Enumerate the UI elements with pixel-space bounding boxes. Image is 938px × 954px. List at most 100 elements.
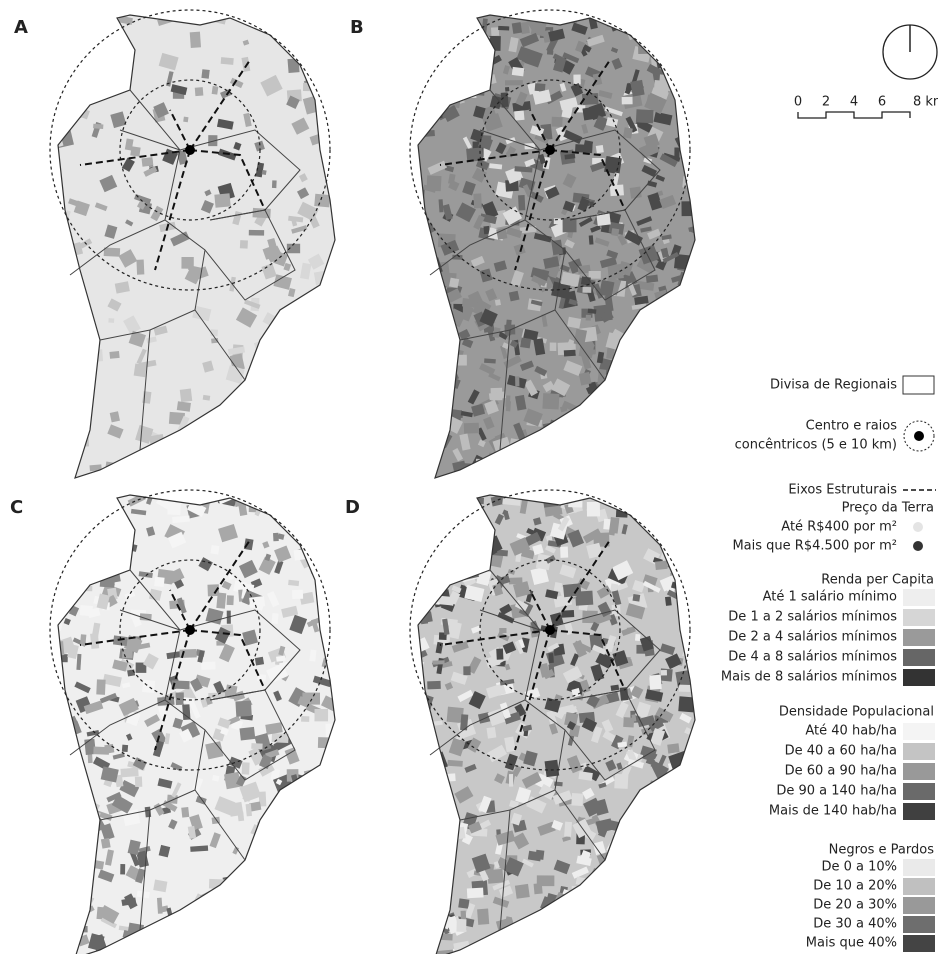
panel-label: C <box>10 497 23 518</box>
map-patch <box>394 273 403 281</box>
map-patch <box>557 933 563 946</box>
map-patch <box>259 359 276 369</box>
map-patch <box>638 30 649 45</box>
map-patch <box>447 760 463 767</box>
map-patch <box>618 441 625 449</box>
map-patch <box>613 468 629 480</box>
map-patch <box>395 439 411 451</box>
map-patch <box>576 433 583 442</box>
map-patch <box>339 607 352 619</box>
map-patch <box>662 539 674 544</box>
map-patch <box>395 552 408 567</box>
map-patch <box>648 850 665 867</box>
map-patch <box>681 847 703 867</box>
map-patch <box>332 22 348 39</box>
map-patch <box>394 590 411 605</box>
map-patch <box>38 489 46 496</box>
map-patch <box>677 371 687 383</box>
map-patch <box>493 476 506 493</box>
map-patch <box>678 292 689 305</box>
map-patch <box>314 709 328 721</box>
center <box>185 145 195 155</box>
map-patch <box>336 745 344 750</box>
map-patch <box>427 748 436 757</box>
map-patch <box>684 776 702 786</box>
map-fill <box>386 489 725 954</box>
map-patch <box>410 22 418 30</box>
map-patch <box>285 370 292 377</box>
map-patch <box>292 590 303 599</box>
map-patch <box>411 519 419 526</box>
map-patch <box>685 56 695 70</box>
map-patch <box>404 806 421 817</box>
map-patch <box>86 537 102 551</box>
map-patch <box>387 71 405 89</box>
map-patch <box>342 890 349 901</box>
map-patch <box>676 537 687 553</box>
map-patch <box>644 493 656 501</box>
map-patch <box>428 792 437 804</box>
map-panel <box>386 489 725 954</box>
map-patch <box>679 817 685 828</box>
map-patch <box>38 269 45 285</box>
map-patch <box>308 803 326 809</box>
legend-swatch <box>903 935 935 952</box>
map-patch <box>265 934 280 947</box>
map-patch <box>596 917 603 925</box>
map-patch <box>541 926 546 935</box>
map-patch <box>676 478 693 486</box>
map-patch <box>316 800 334 814</box>
map-patch <box>51 373 70 391</box>
map-patch <box>631 865 641 880</box>
map-patch <box>633 342 647 357</box>
map-patch <box>675 401 686 409</box>
map-patch <box>396 809 409 821</box>
map-patch <box>462 520 476 536</box>
map-patch <box>405 787 423 801</box>
map-patch <box>460 531 466 538</box>
map-patch <box>393 16 407 33</box>
map-patch <box>201 662 215 670</box>
map-patch <box>548 653 553 663</box>
map-patch <box>232 417 243 430</box>
map-patch <box>404 787 410 795</box>
map-patch <box>688 936 699 953</box>
map-patch <box>424 918 431 930</box>
map-patch <box>226 931 236 944</box>
map-patch <box>328 560 346 576</box>
map-patch <box>573 75 580 85</box>
map-patch <box>702 228 721 243</box>
map-patch <box>61 350 73 360</box>
scale-label: 4 <box>850 95 858 110</box>
map-patch <box>649 431 662 444</box>
map-patch <box>329 636 344 648</box>
map-patch <box>399 33 417 51</box>
map-patch <box>248 924 264 939</box>
legend-title: Densidade Populacional <box>779 705 934 720</box>
map-patch <box>696 921 711 939</box>
legend-label: De 30 a 40% <box>813 917 897 932</box>
map-patch <box>467 82 485 96</box>
map-patch <box>240 240 248 249</box>
map-patch <box>127 669 135 676</box>
legend-label: De 40 a 60 ha/ha <box>785 744 897 759</box>
map-patch <box>695 695 704 704</box>
panel-label: A <box>14 17 28 38</box>
map-patch <box>43 212 48 221</box>
map-patch <box>556 472 568 488</box>
map-patch <box>299 946 311 954</box>
map-patch <box>510 438 525 448</box>
map-patch <box>293 460 298 467</box>
map-patch <box>272 180 277 188</box>
map-patch <box>391 772 406 789</box>
map-patch <box>487 869 504 884</box>
map-patch <box>573 460 591 476</box>
map-patch <box>300 803 305 809</box>
map-patch <box>34 591 52 603</box>
map-patch <box>104 247 121 256</box>
map-patch <box>707 842 720 853</box>
map-patch <box>279 889 292 906</box>
legend-swatch <box>903 629 935 646</box>
map-patch <box>677 379 686 386</box>
map-patch <box>682 323 689 330</box>
